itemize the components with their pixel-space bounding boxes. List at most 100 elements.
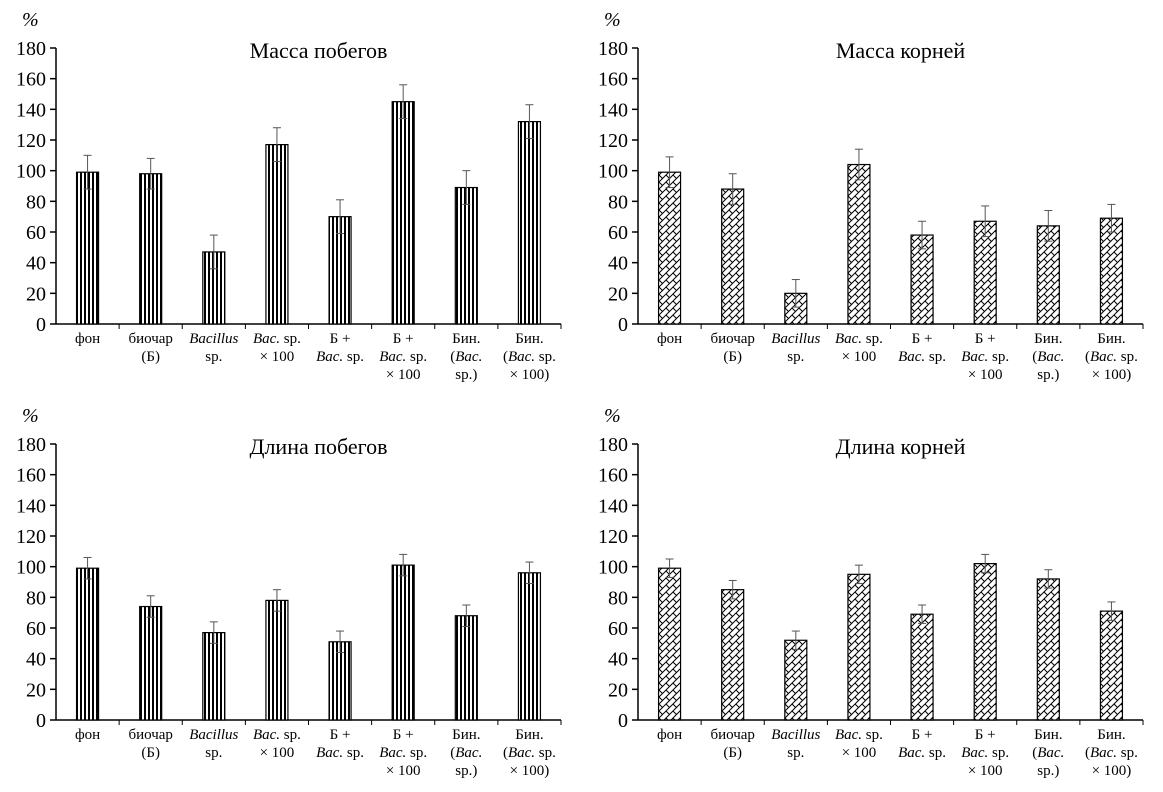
x-tick-label: Bacillus sp.: [771, 331, 820, 365]
y-tick-label: 80: [608, 587, 628, 609]
chart-title: Масса корней: [836, 38, 965, 63]
y-tick-label: 60: [608, 618, 628, 640]
y-tick-label: 120: [16, 130, 46, 152]
bar: [657, 171, 682, 325]
error-bar: [981, 205, 990, 238]
chart-panel-root-mass: % Масса корней 0 20 40 60 80 100 120 140 160 180 фон…: [582, 0, 1163, 396]
x-tick-label: Б + Bac. sp.: [316, 331, 364, 365]
bar: [1099, 610, 1124, 721]
x-tick-label: Б + Bac. sp. × 100: [379, 727, 427, 779]
y-tick-label: 80: [26, 191, 46, 213]
y-tick-label: 0: [618, 314, 628, 336]
x-tick-label: Bac. sp. × 100: [253, 331, 301, 365]
x-tick-label: фон: [75, 727, 100, 743]
bar: [328, 641, 352, 721]
y-unit-label: %: [604, 405, 621, 427]
bar: [721, 589, 745, 721]
x-tick-label: Bac. sp. × 100: [253, 727, 301, 761]
error-bar: [399, 553, 408, 577]
error-bar: [918, 220, 927, 250]
y-tick-label: 60: [608, 222, 628, 244]
y-tick-label: 100: [598, 161, 628, 183]
y-unit-label: %: [22, 9, 39, 31]
error-bar: [525, 561, 534, 585]
error-bar: [146, 157, 155, 190]
y-tick-label: 40: [26, 253, 46, 275]
x-tick-label: Б + Bac. sp.: [316, 727, 364, 761]
y-tick-label: 0: [36, 710, 46, 732]
error-bar: [1107, 203, 1116, 233]
error-bar: [146, 595, 155, 618]
y-tick-label: 140: [16, 99, 46, 121]
y-tick-label: 160: [598, 465, 628, 487]
error-bar: [272, 589, 281, 612]
y-tick-label: 160: [16, 465, 46, 487]
y-unit-label: %: [22, 405, 39, 427]
chart-title: Масса побегов: [250, 38, 388, 63]
error-bar: [525, 104, 534, 139]
bar: [75, 171, 100, 325]
bar: [454, 615, 478, 721]
error-bar: [209, 621, 218, 644]
bar: [265, 144, 289, 325]
chart-panel-shoot-length: % Длина побегов 0 20 40 60 80 100 120 140 160 180 фо…: [0, 396, 581, 792]
error-bar: [665, 558, 674, 578]
error-bar: [272, 127, 281, 162]
bar: [75, 567, 100, 721]
y-tick-label: 100: [16, 557, 46, 579]
bar: [391, 564, 415, 721]
y-tick-label: 60: [26, 618, 46, 640]
x-tick-label: Бин. (Bac. sp.): [450, 727, 482, 779]
x-tick-label: Б + Bac. sp. × 100: [379, 331, 427, 383]
y-unit-label: %: [604, 9, 621, 31]
x-tick-label: фон: [75, 331, 100, 347]
y-tick-label: 140: [16, 495, 46, 517]
error-bar: [462, 604, 471, 627]
y-tick-label: 120: [598, 130, 628, 152]
y-tick-label: 40: [608, 253, 628, 275]
x-tick-label: биочар (Б): [710, 727, 754, 761]
y-tick-label: 80: [608, 191, 628, 213]
y-tick-label: 20: [608, 679, 628, 701]
x-tick-label: Bacillus sp.: [189, 331, 238, 365]
x-tick-label: Бин. (Bac. sp.): [1032, 331, 1064, 383]
chart-title: Длина корней: [836, 434, 966, 459]
y-tick-label: 40: [608, 649, 628, 671]
bar: [973, 563, 997, 721]
x-tick-label: Бин. (Bac. sp. × 100): [503, 727, 556, 779]
error-bar: [1044, 210, 1053, 242]
bar: [139, 605, 163, 721]
chart-root-mass: % Масса корней 0 20 40 60 80 100 120 140 160 180 фон…: [598, 9, 1144, 383]
error-bar: [918, 604, 927, 624]
error-bar: [854, 564, 863, 585]
y-tick-label: 180: [16, 434, 46, 456]
y-tick-label: 0: [618, 710, 628, 732]
bar: [847, 573, 871, 721]
y-tick-label: 100: [16, 161, 46, 183]
y-tick-label: 140: [598, 495, 628, 517]
bar: [1036, 578, 1060, 721]
y-tick-label: 80: [26, 587, 46, 609]
y-tick-label: 20: [26, 679, 46, 701]
x-tick-label: фон: [657, 727, 682, 743]
error-bar: [462, 170, 471, 205]
chart-shoot-mass: % Масса побегов 0 20 40 60 80 100 120 140 160 180 фо…: [16, 9, 562, 383]
error-bar: [209, 234, 218, 270]
bar: [847, 163, 871, 325]
y-tick-label: 180: [598, 434, 628, 456]
chart-title: Длина побегов: [249, 434, 387, 459]
bar: [454, 186, 478, 325]
bar: [784, 639, 808, 721]
x-tick-label: биочар (Б): [710, 331, 754, 365]
x-tick-label: Б + Bac. sp.: [898, 727, 946, 761]
bar: [910, 613, 934, 721]
x-tick-label: Bacillus sp.: [771, 727, 820, 761]
bar: [657, 567, 682, 721]
bar: [517, 572, 542, 721]
x-tick-label: Бин. (Bac. sp.): [450, 331, 482, 383]
error-bar: [1107, 601, 1116, 621]
x-tick-label: биочар (Б): [128, 727, 172, 761]
y-tick-label: 100: [598, 557, 628, 579]
error-bar: [336, 199, 345, 235]
x-tick-label: Б + Bac. sp.: [898, 331, 946, 365]
